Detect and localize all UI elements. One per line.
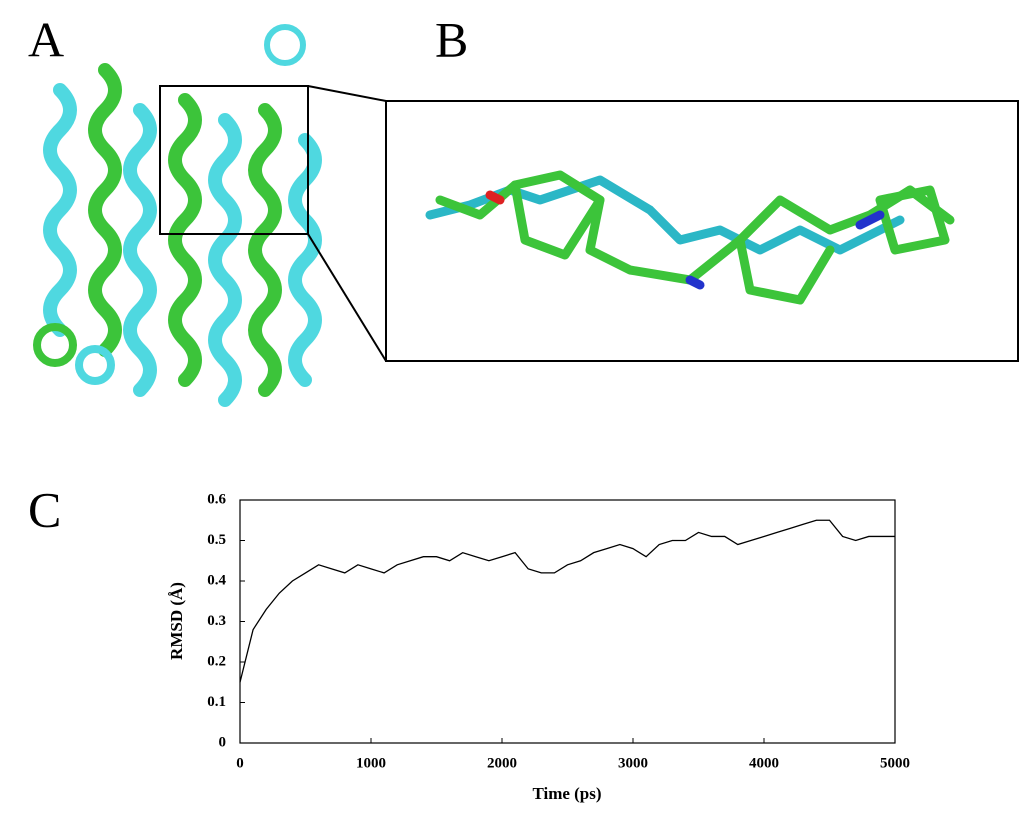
x-tick-label: 5000 [880, 755, 910, 771]
y-tick-label: 0.6 [207, 491, 226, 507]
y-tick-label: 0.1 [207, 694, 226, 710]
protein-illustration [33, 24, 322, 407]
connector [307, 85, 387, 102]
x-axis-label: Time (ps) [532, 784, 601, 803]
data-line [239, 519, 895, 683]
plot-frame [239, 499, 896, 744]
y-tick-label: 0.2 [207, 653, 226, 669]
y-tick-label: 0 [219, 734, 227, 750]
ligand-illustration [425, 170, 955, 305]
panel-label: A [28, 11, 64, 67]
x-tick-label: 1000 [356, 755, 386, 771]
y-axis-label: RMSD (Å) [167, 582, 186, 660]
x-tick-label: 4000 [749, 755, 779, 771]
x-tick-label: 3000 [618, 755, 648, 771]
panel-label: B [435, 11, 468, 67]
y-tick-label: 0.4 [207, 572, 226, 588]
panel-label: C [28, 481, 61, 537]
x-tick-label: 2000 [487, 755, 517, 771]
y-tick-label: 0.3 [207, 613, 226, 629]
x-tick-label: 0 [236, 755, 244, 771]
zoom-box [159, 85, 309, 235]
y-tick-label: 0.5 [207, 532, 226, 548]
connector [307, 233, 387, 362]
